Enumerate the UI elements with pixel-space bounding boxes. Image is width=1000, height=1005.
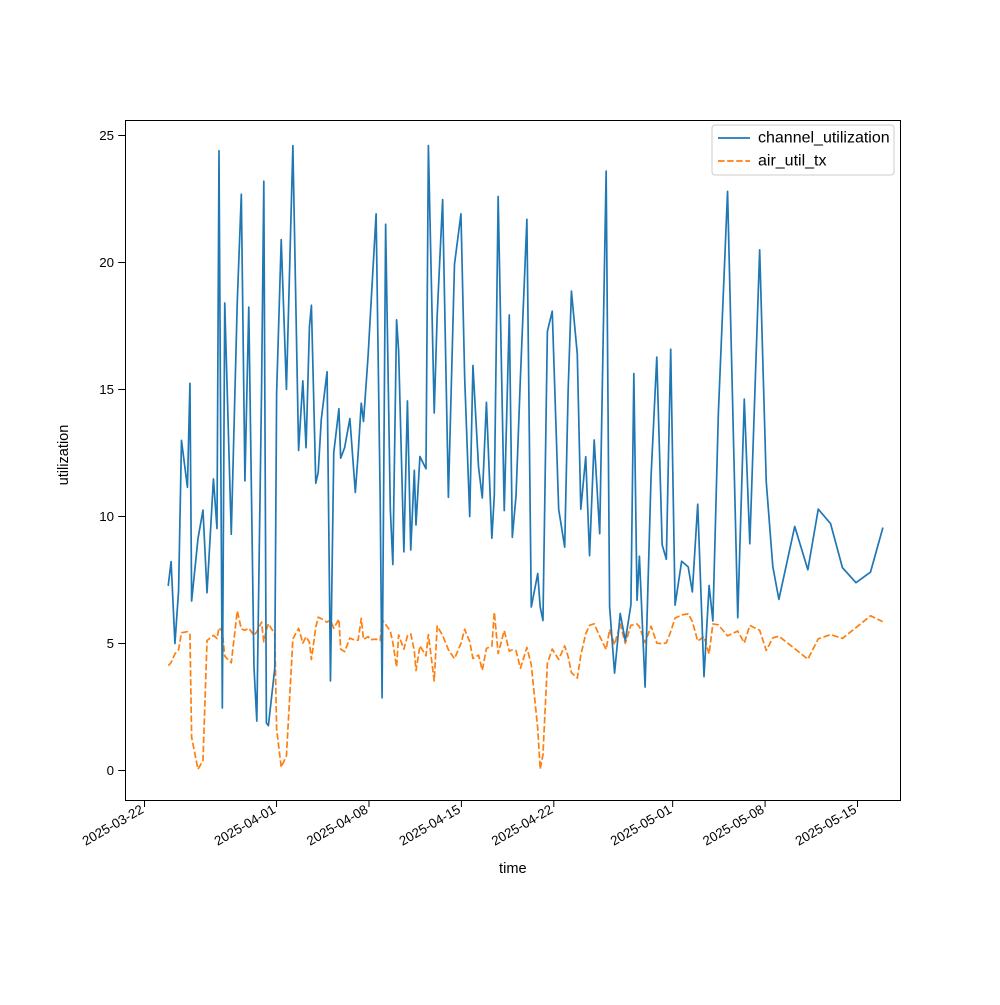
svg-text:channel_utilization: channel_utilization [758, 130, 890, 147]
svg-text:2025-05-01: 2025-05-01 [608, 802, 674, 849]
svg-text:2025-05-08: 2025-05-08 [700, 802, 766, 849]
svg-text:2025-05-15: 2025-05-15 [793, 802, 859, 849]
svg-text:2025-04-01: 2025-04-01 [212, 802, 278, 849]
svg-text:2025-03-22: 2025-03-22 [80, 802, 146, 849]
svg-text:25: 25 [99, 128, 114, 143]
svg-text:2025-04-15: 2025-04-15 [396, 802, 462, 849]
svg-text:15: 15 [99, 382, 114, 397]
svg-text:air_util_tx: air_util_tx [758, 153, 826, 170]
svg-text:5: 5 [107, 636, 114, 651]
svg-text:utilization: utilization [56, 425, 72, 486]
svg-text:20: 20 [99, 255, 114, 270]
svg-text:2025-04-22: 2025-04-22 [489, 802, 555, 849]
svg-text:0: 0 [107, 763, 114, 778]
svg-text:2025-04-08: 2025-04-08 [304, 802, 370, 849]
svg-text:10: 10 [99, 509, 114, 524]
svg-text:time: time [499, 861, 527, 877]
